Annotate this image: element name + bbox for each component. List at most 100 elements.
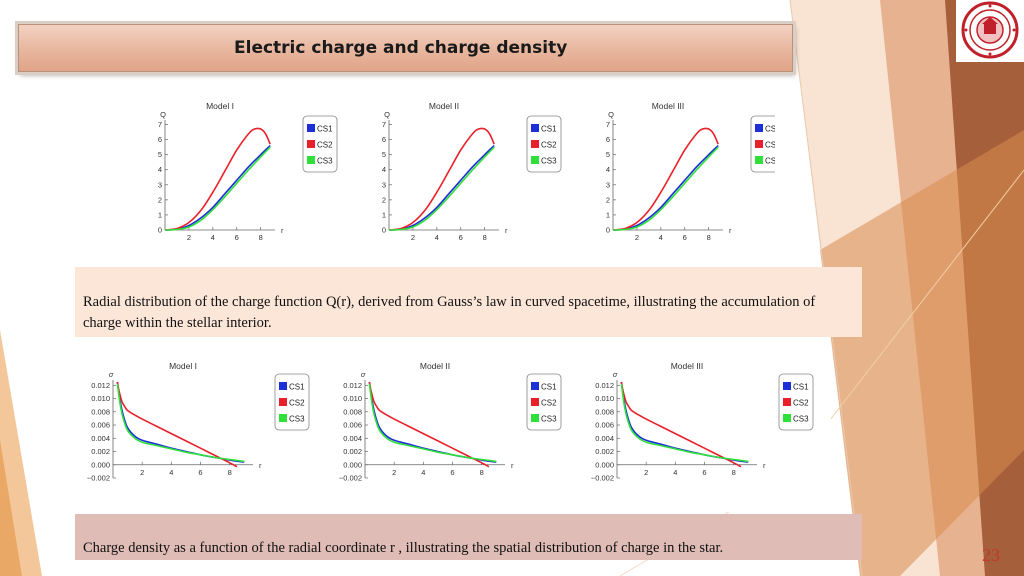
y-tick-label: −0.002 bbox=[339, 474, 362, 483]
y-tick-label: 1 bbox=[606, 210, 610, 219]
x-tick-label: 6 bbox=[450, 468, 454, 477]
legend-swatch-cs2 bbox=[783, 398, 791, 406]
x-tick-label: 8 bbox=[483, 233, 487, 242]
x-tick-label: 2 bbox=[411, 233, 415, 242]
x-axis-label: r bbox=[259, 461, 262, 470]
x-tick-label: 8 bbox=[707, 233, 711, 242]
legend-swatch-cs1 bbox=[279, 382, 287, 390]
x-tick-label: 6 bbox=[459, 233, 463, 242]
y-tick-label: 5 bbox=[606, 150, 610, 159]
x-tick-label: 8 bbox=[228, 468, 232, 477]
density-plot-model-2: Model II σ r −0.002 0.000 0.002 0.004 0.006 0.00… bbox=[339, 361, 562, 483]
x-tick-label: 4 bbox=[673, 468, 677, 477]
y-tick-label: 0.006 bbox=[91, 421, 110, 430]
legend-label-cs2: CS2 bbox=[289, 399, 305, 408]
x-tick-label: 4 bbox=[211, 233, 215, 242]
legend-swatch-cs3 bbox=[279, 414, 287, 422]
legend-swatch-cs1 bbox=[531, 382, 539, 390]
legend-label-cs3: CS3 bbox=[289, 415, 305, 424]
x-tick-label: 6 bbox=[702, 468, 706, 477]
x-tick-label: 2 bbox=[644, 468, 648, 477]
y-tick-label: 0.000 bbox=[91, 460, 110, 469]
y-tick-label: 7 bbox=[382, 120, 386, 129]
y-tick-label: 0.002 bbox=[595, 447, 614, 456]
y-tick-label: 7 bbox=[158, 120, 162, 129]
legend-swatch-cs3 bbox=[531, 156, 539, 164]
legend-swatch-cs1 bbox=[307, 124, 315, 132]
x-tick-label: 2 bbox=[187, 233, 191, 242]
x-tick-label: 4 bbox=[435, 233, 439, 242]
legend-label-cs3: CS3 bbox=[793, 415, 809, 424]
y-tick-label: 0.004 bbox=[595, 434, 614, 443]
y-axis-label: Q bbox=[160, 110, 166, 119]
y-tick-label: 6 bbox=[158, 135, 162, 144]
y-tick-label: 3 bbox=[382, 180, 386, 189]
deco-facet-accent bbox=[820, 130, 1024, 576]
y-axis-label: Q bbox=[608, 110, 614, 119]
y-tick-label: 0.004 bbox=[343, 434, 362, 443]
y-tick-label: 0.008 bbox=[343, 407, 362, 416]
series-line-cs2 bbox=[388, 127, 495, 231]
y-tick-label: 2 bbox=[382, 195, 386, 204]
x-tick-label: 2 bbox=[140, 468, 144, 477]
y-tick-label: 0.012 bbox=[595, 381, 614, 390]
y-tick-label: 0.008 bbox=[91, 407, 110, 416]
caption-density-text: Charge density as a function of the radi… bbox=[83, 540, 724, 556]
university-logo bbox=[956, 0, 1024, 62]
series-line-cs3 bbox=[612, 146, 719, 231]
density-plot-model-3: Model III σ r −0.002 0.000 0.002 0.004 0.006 0.0… bbox=[591, 361, 814, 483]
y-tick-label: 0.004 bbox=[91, 434, 110, 443]
chart-title: Model I bbox=[206, 101, 234, 111]
series-line-cs1 bbox=[612, 145, 719, 231]
x-tick-label: 4 bbox=[421, 468, 425, 477]
series-line-cs3 bbox=[368, 383, 497, 463]
legend-label-cs1: CS1 bbox=[541, 383, 557, 392]
y-tick-label: 0.008 bbox=[595, 407, 614, 416]
caption-density: Charge density as a function of the radi… bbox=[75, 514, 862, 560]
x-axis-label: r bbox=[729, 226, 732, 235]
y-tick-label: 0.010 bbox=[343, 394, 362, 403]
y-tick-label: 0.000 bbox=[595, 460, 614, 469]
y-tick-label: 0.012 bbox=[91, 381, 110, 390]
page-number: 23 bbox=[982, 545, 1000, 565]
y-axis-label: σ bbox=[361, 370, 366, 379]
series-line-cs3 bbox=[388, 146, 495, 231]
legend-label-cs2: CS2 bbox=[765, 141, 775, 150]
legend-swatch-cs2 bbox=[755, 140, 763, 148]
y-tick-label: 0.002 bbox=[343, 447, 362, 456]
x-axis-label: r bbox=[763, 461, 766, 470]
y-tick-label: 0.012 bbox=[343, 381, 362, 390]
x-tick-label: 8 bbox=[259, 233, 263, 242]
legend-swatch-cs3 bbox=[783, 414, 791, 422]
y-tick-label: 7 bbox=[606, 120, 610, 129]
y-tick-label: 0 bbox=[382, 226, 386, 235]
x-tick-label: 4 bbox=[169, 468, 173, 477]
y-tick-label: 5 bbox=[382, 150, 386, 159]
x-axis-label: r bbox=[511, 461, 514, 470]
y-tick-label: 0 bbox=[158, 226, 162, 235]
charge-plot-model-2: Model II Qr 0 1 2 3 4 5 6 7 2 4 6 8 CS1 CS2 CS3 bbox=[382, 101, 562, 242]
legend-swatch-cs2 bbox=[531, 398, 539, 406]
y-tick-label: 0.010 bbox=[595, 394, 614, 403]
legend-swatch-cs3 bbox=[755, 156, 763, 164]
y-tick-label: 1 bbox=[382, 210, 386, 219]
y-tick-label: 1 bbox=[158, 210, 162, 219]
charge-plot-model-1: Model I Qr 0 1 2 3 4 5 6 7 2 4 6 8 CS1 CS2 CS3 bbox=[158, 101, 338, 242]
legend-swatch-cs2 bbox=[279, 398, 287, 406]
seal-icon bbox=[961, 1, 1019, 59]
y-tick-label: 5 bbox=[158, 150, 162, 159]
chart-title: Model III bbox=[671, 361, 704, 371]
y-axis-label: σ bbox=[613, 370, 618, 379]
legend-label-cs1: CS1 bbox=[289, 383, 305, 392]
series-line-cs2 bbox=[612, 127, 719, 231]
slide-title: Electric charge and charge density bbox=[234, 38, 568, 58]
x-axis-label: r bbox=[281, 226, 284, 235]
y-tick-label: 6 bbox=[606, 135, 610, 144]
chart-title: Model II bbox=[420, 361, 450, 371]
legend-label-cs3: CS3 bbox=[317, 157, 333, 166]
caption-charge-text: Radial distribution of the charge functi… bbox=[83, 294, 816, 331]
y-tick-label: 0.006 bbox=[595, 421, 614, 430]
y-tick-label: −0.002 bbox=[87, 474, 110, 483]
legend-label-cs2: CS2 bbox=[541, 141, 557, 150]
